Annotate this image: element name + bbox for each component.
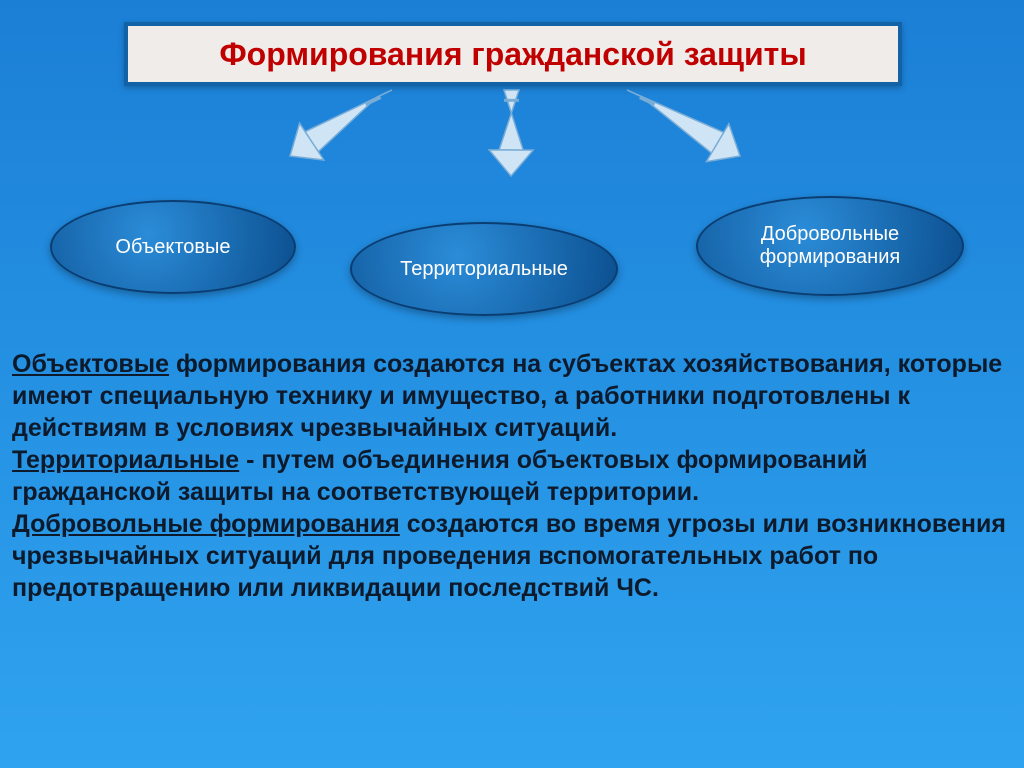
node-voluntary: Добровольные формирования (696, 196, 964, 296)
title-text: Формирования гражданской защиты (219, 36, 806, 73)
para-voluntary: Добровольные формирования создаются во в… (12, 508, 1012, 604)
node-objective: Объектовые (50, 200, 296, 294)
title-box: Формирования гражданской защиты (124, 22, 902, 86)
node-territorial: Территориальные (350, 222, 618, 316)
body-text: Объектовые формирования создаются на суб… (12, 348, 1012, 604)
para-objective-head: Объектовые (12, 350, 169, 378)
para-territorial-head: Территориальные (12, 446, 239, 474)
para-voluntary-head: Добровольные формирования (12, 510, 400, 538)
para-territorial: Территориальные - путем объединения объе… (12, 444, 1012, 508)
para-objective: Объектовые формирования создаются на суб… (12, 348, 1012, 444)
